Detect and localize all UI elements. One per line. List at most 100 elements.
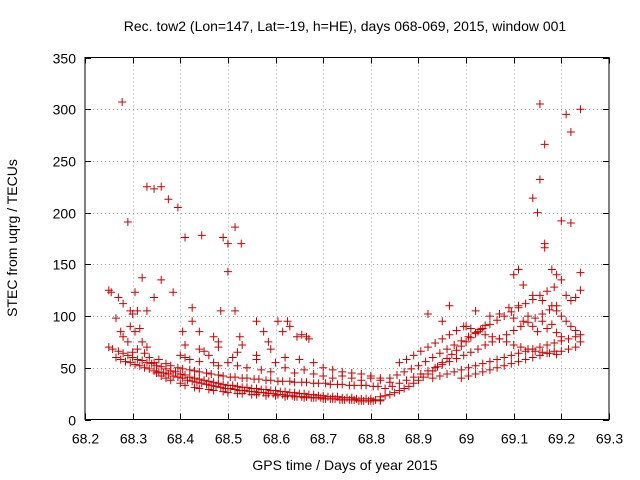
data-point [231, 306, 240, 315]
data-point [281, 392, 290, 401]
data-point [462, 337, 471, 346]
data-point [145, 364, 154, 373]
data-point [314, 379, 323, 388]
data-point [528, 291, 537, 300]
data-point [557, 347, 566, 356]
data-point [362, 381, 371, 390]
data-point [450, 367, 459, 376]
data-point [207, 381, 216, 390]
x-tick-label: 68.5 [215, 431, 242, 447]
data-point [200, 347, 209, 356]
data-point [576, 330, 585, 339]
data-point [259, 327, 268, 336]
data-point [514, 265, 523, 274]
data-point [271, 391, 280, 400]
data-point [242, 374, 251, 383]
data-point [438, 317, 447, 326]
data-point [459, 351, 468, 360]
data-point [357, 396, 366, 405]
data-point [533, 208, 542, 217]
data-point [285, 377, 294, 386]
data-point [535, 100, 544, 109]
data-point [209, 332, 218, 341]
data-point [328, 365, 337, 374]
data-point [300, 393, 309, 402]
data-point [181, 233, 190, 242]
data-point [485, 365, 494, 374]
data-point [114, 347, 123, 356]
data-point [302, 378, 311, 387]
data-point [252, 351, 261, 360]
data-point [457, 365, 466, 374]
data-point [566, 218, 575, 227]
data-point [393, 371, 402, 380]
data-point [504, 303, 513, 312]
data-point [231, 223, 240, 232]
data-point [502, 337, 511, 346]
data-point [500, 312, 509, 321]
data-point [431, 338, 440, 347]
data-point [423, 310, 432, 319]
data-point [543, 341, 552, 350]
data-point [414, 376, 423, 385]
data-point [204, 385, 213, 394]
data-point [126, 358, 135, 367]
data-point [219, 387, 228, 396]
data-point [414, 361, 423, 370]
data-point [552, 328, 561, 337]
data-point [535, 291, 544, 300]
data-point [347, 368, 356, 377]
data-point [223, 388, 232, 397]
data-point [195, 384, 204, 393]
data-point [481, 330, 490, 339]
data-point [435, 372, 444, 381]
data-point [285, 322, 294, 331]
data-point [207, 369, 216, 378]
data-point [188, 377, 197, 386]
data-point [192, 378, 201, 387]
data-point [304, 334, 313, 343]
data-point [133, 345, 142, 354]
data-point [521, 299, 530, 308]
data-point [564, 345, 573, 354]
data-point [204, 351, 213, 360]
data-point [104, 343, 113, 352]
data-point [533, 327, 542, 336]
data-point [516, 322, 525, 331]
data-point [493, 316, 502, 325]
data-point [478, 324, 487, 333]
data-point [219, 372, 228, 381]
data-point [176, 351, 185, 360]
data-point [197, 379, 206, 388]
data-point [550, 283, 559, 292]
data-point [123, 217, 132, 226]
data-point [328, 374, 337, 383]
data-point [538, 310, 547, 319]
data-point [178, 374, 187, 383]
data-point [235, 332, 244, 341]
data-point [107, 288, 116, 297]
data-point [509, 326, 518, 335]
y-tick-label: 300 [53, 102, 77, 118]
data-point [264, 337, 273, 346]
data-point [566, 322, 575, 331]
data-point [216, 306, 225, 315]
data-point [278, 377, 287, 386]
data-point [376, 392, 385, 401]
data-point [233, 348, 242, 357]
data-point [547, 265, 556, 274]
x-axis-label: GPS time / Days of year 2015 [252, 457, 437, 473]
data-point [319, 363, 328, 372]
data-point [552, 306, 561, 315]
data-point [209, 358, 218, 367]
data-point [571, 326, 580, 335]
x-tick-label: 69.1 [501, 431, 528, 447]
data-point [543, 287, 552, 296]
data-point [214, 371, 223, 380]
data-point [326, 380, 335, 389]
data-point [150, 358, 159, 367]
data-point [195, 345, 204, 354]
data-point [252, 317, 261, 326]
data-point [445, 330, 454, 339]
data-point [176, 379, 185, 388]
